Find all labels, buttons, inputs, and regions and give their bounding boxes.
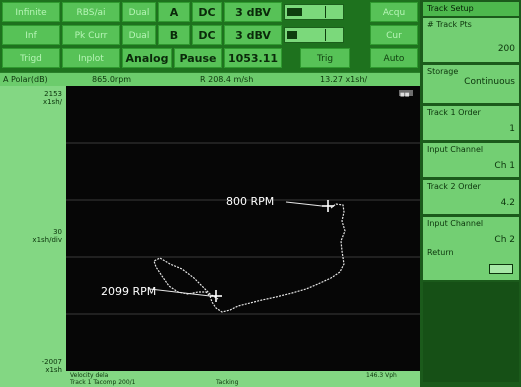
plot-footer: Velocity dela Track 1 Tacomp 200/1 Tacki… [66, 371, 420, 387]
softkey-track2-order[interactable]: Track 2 Order 4.2 [423, 180, 519, 214]
menu-empty-area [423, 282, 519, 382]
softkey-track1-order-value: 1 [427, 124, 515, 134]
y-axis-labels: 2153 x1sh/ 30 x1sh/div -2007 x1sh [0, 86, 66, 387]
range-b-button[interactable]: 3 dBV [224, 25, 282, 45]
softkey-menu: Track Setup # Track Pts 200 Storage Cont… [420, 0, 521, 387]
status-bar: A Polar(dB) 865.0rpm R 208.4 m/sh 13.27 … [0, 73, 420, 86]
y-axis-bottom-unit: x1sh [45, 366, 62, 374]
toolbar-button-r1-2[interactable]: RBS/ai [62, 2, 120, 22]
toolbar-button-r2-1[interactable]: Inf [2, 25, 60, 45]
annotation-800-rpm: 800 RPM [226, 195, 274, 208]
coupling-b-button[interactable]: DC [192, 25, 222, 45]
softkey-storage[interactable]: Storage Continuous [423, 65, 519, 103]
range-a-button[interactable]: 3 dBV [224, 2, 282, 22]
menu-title-label: Track Setup [427, 4, 474, 13]
y-axis-top-value: 2153 [44, 90, 62, 98]
toolbar-button-r2-3[interactable]: Dual [122, 25, 156, 45]
level-meter-a-fill [287, 8, 302, 16]
softkey-storage-label: Storage [427, 67, 458, 76]
trace-b-button[interactable]: B [158, 25, 190, 45]
softkey-return-label: Return [427, 248, 454, 257]
level-meter-a [284, 4, 344, 20]
polar-plot-area[interactable]: ■■ 800 RPM 2099 RPM [66, 86, 420, 371]
toolbar-button-r3-1[interactable]: Trigd [2, 48, 60, 68]
softkey-track1-order-label: Track 1 Order [427, 108, 481, 117]
toolbar-button-r1-3[interactable]: Dual [122, 2, 156, 22]
footer-line1-right: 146.3 Vph [366, 372, 397, 379]
softkey-input-channel-2-value: Ch 2 [427, 235, 515, 245]
trigger-button[interactable]: Trig [300, 48, 350, 68]
y-axis-mid-value: 30 [53, 228, 62, 236]
annotation-2099-rpm: 2099 RPM [101, 285, 156, 298]
softkey-storage-value: Continuous [427, 77, 515, 87]
level-meter-b-tick [325, 29, 326, 41]
y-axis-mid-unit: x1sh/div [32, 236, 62, 244]
softkey-input-channel-1-value: Ch 1 [427, 161, 515, 171]
pause-button[interactable]: Pause [174, 48, 222, 68]
toolbar-button-r3-2[interactable]: Inplot [62, 48, 120, 68]
footer-line2-left: Track 1 Tacomp 200/1 [70, 379, 136, 386]
counter-display: 1053.11 [224, 48, 282, 68]
polar-plot-svg: ■■ 800 RPM 2099 RPM [66, 86, 420, 371]
softkey-return[interactable]: Return [423, 246, 519, 280]
softkey-track2-order-label: Track 2 Order [427, 182, 481, 191]
softkey-input-channel-2-label: Input Channel [427, 219, 483, 228]
level-meter-b-fill [287, 31, 297, 39]
softkey-track-pts-value: 200 [427, 44, 515, 54]
softkey-track-pts-label: # Track Pts [427, 20, 472, 29]
plot-background [66, 86, 420, 371]
auto-button[interactable]: Auto [370, 48, 418, 68]
footer-line2-mid: Tacking [216, 379, 238, 386]
toolbar-button-r1-4[interactable]: Acqu [370, 2, 418, 22]
toolbar-button-r2-4[interactable]: Cur [370, 25, 418, 45]
toolbar-button-r1-1[interactable]: Infinite [2, 2, 60, 22]
trace-a-button[interactable]: A [158, 2, 190, 22]
menu-title: Track Setup [423, 2, 519, 16]
y-axis-top-unit: x1sh/ [43, 98, 62, 106]
return-indicator [489, 264, 513, 274]
plot-corner-badge-text: ■■ [400, 92, 410, 98]
softkey-input-channel-1-label: Input Channel [427, 145, 483, 154]
status-trace: A Polar(dB) [3, 73, 48, 86]
toolbar: Infinite RBS/ai Dual A DC 3 dBV Acqu Inf… [0, 0, 420, 72]
level-meter-a-tick [325, 6, 326, 18]
footer-line1-left: Velocity dela [70, 372, 108, 379]
status-span: 865.0rpm [92, 73, 131, 86]
softkey-track2-order-value: 4.2 [427, 198, 515, 208]
coupling-a-button[interactable]: DC [192, 2, 222, 22]
status-marker: R 208.4 m/sh [200, 73, 253, 86]
analog-mode-button[interactable]: Analog [122, 48, 172, 68]
level-meter-b [284, 27, 344, 43]
y-axis-bottom-value: -2007 [42, 358, 62, 366]
softkey-input-channel-1[interactable]: Input Channel Ch 1 [423, 143, 519, 177]
softkey-track1-order[interactable]: Track 1 Order 1 [423, 106, 519, 140]
status-marker-2: 13.27 x1sh/ [320, 73, 367, 86]
softkey-track-pts[interactable]: # Track Pts 200 [423, 18, 519, 62]
toolbar-button-r2-2[interactable]: Pk Curr [62, 25, 120, 45]
